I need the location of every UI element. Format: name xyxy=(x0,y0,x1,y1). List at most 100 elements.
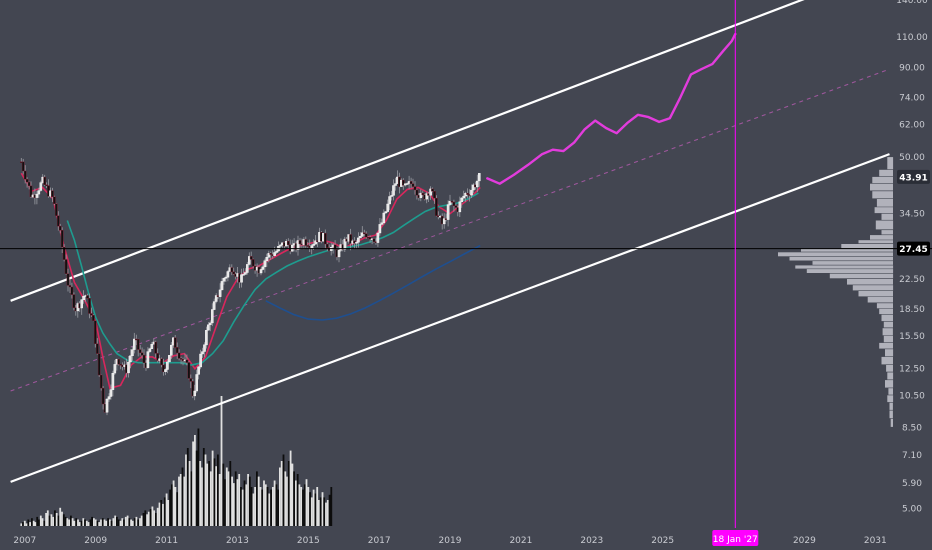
candle-body xyxy=(92,315,95,321)
time-tick-label: 2007 xyxy=(13,536,36,546)
volume-profile xyxy=(778,157,894,427)
volume-bar xyxy=(144,510,147,526)
profile-bar xyxy=(886,365,893,372)
volume-bar xyxy=(273,480,276,526)
ma-slow-line xyxy=(265,244,481,321)
candle-body xyxy=(392,185,395,196)
volume-bar xyxy=(70,515,72,526)
price-projection[interactable] xyxy=(486,32,737,185)
candle-body xyxy=(88,298,91,314)
volume-bar xyxy=(199,461,202,526)
candle-body xyxy=(405,183,409,185)
volume-bar xyxy=(243,480,246,526)
candle-body xyxy=(55,203,58,216)
candle-body xyxy=(226,271,230,278)
volume-bar xyxy=(101,518,104,526)
candle-body xyxy=(312,243,315,246)
candle-body xyxy=(230,267,234,273)
volume-bar xyxy=(282,454,285,526)
volume-bar xyxy=(220,396,223,526)
candle-body xyxy=(263,260,267,268)
candle-body xyxy=(146,351,150,368)
volume-bar xyxy=(110,520,113,526)
volume-bar xyxy=(183,476,186,526)
price-candles xyxy=(20,158,481,416)
volume-bar xyxy=(256,471,258,526)
profile-bar xyxy=(875,220,894,230)
candle-body xyxy=(261,266,265,270)
last-price-label: 43.91 xyxy=(899,173,927,183)
candle-body xyxy=(478,173,481,182)
candle-body xyxy=(247,256,251,265)
price-levels[interactable] xyxy=(0,0,932,528)
time-tick-label: 2015 xyxy=(297,536,320,546)
volume-bar xyxy=(213,458,216,526)
candle-body xyxy=(136,339,140,350)
candle-body xyxy=(304,239,308,246)
volume-bar xyxy=(318,500,320,526)
candle-body xyxy=(72,294,76,308)
volume-bar xyxy=(264,484,267,526)
volume-bar xyxy=(190,471,193,526)
candle-body xyxy=(86,295,89,299)
candle-body xyxy=(131,349,134,357)
candle-body xyxy=(376,232,380,243)
volume-bar xyxy=(137,519,140,526)
volume-bar xyxy=(289,450,292,526)
profile-bar xyxy=(883,335,893,343)
volume-bar xyxy=(52,516,55,526)
volume-bar xyxy=(22,522,24,526)
candle-body xyxy=(378,224,382,234)
volume-bar xyxy=(174,487,177,526)
time-axis[interactable]: 2007 2009 2011 2013 2015 2017 2019 2021 2023 2025… xyxy=(13,530,887,546)
candle-body xyxy=(168,355,171,363)
candle-body xyxy=(415,189,419,196)
price-axis[interactable]: 140.00 110.00 90.00 74.00 62.00 50.00 34.50 22.… xyxy=(896,0,930,515)
profile-bar xyxy=(789,256,893,261)
volume-bar xyxy=(100,519,102,526)
volume-bar xyxy=(209,471,212,526)
profile-bar xyxy=(879,308,893,315)
projection-line[interactable] xyxy=(486,32,737,185)
profile-bar xyxy=(881,213,893,220)
volume-bar xyxy=(263,480,265,526)
volume-bar xyxy=(229,461,232,526)
profile-bar xyxy=(881,356,893,365)
volume-bar xyxy=(252,493,255,526)
volume-bar xyxy=(139,518,141,526)
volume-bar xyxy=(319,497,322,526)
candle-body xyxy=(195,374,199,392)
volume-bar xyxy=(307,487,310,526)
volume-bar xyxy=(91,516,93,526)
volume-bar xyxy=(133,518,136,526)
profile-bar xyxy=(885,380,894,388)
profile-bar xyxy=(858,291,893,297)
candle-body xyxy=(380,222,384,225)
time-tick-label: 2023 xyxy=(580,536,603,546)
candle-body xyxy=(23,170,27,180)
profile-bar xyxy=(889,410,893,419)
candle-body xyxy=(310,245,314,248)
volume-bar xyxy=(123,519,125,526)
time-tick-label: 2017 xyxy=(368,536,391,546)
candle-body xyxy=(140,352,144,356)
volume-bar xyxy=(71,518,74,526)
volume-bar xyxy=(38,519,40,526)
candle-body xyxy=(117,359,120,365)
channel-lower-line[interactable] xyxy=(10,153,890,483)
candle-body xyxy=(448,200,452,205)
candle-body xyxy=(409,181,413,184)
volume-bar xyxy=(171,484,173,526)
volume-bar xyxy=(167,500,170,526)
volume-bar xyxy=(314,493,317,526)
candle-body xyxy=(150,344,154,349)
volume-bar xyxy=(61,511,63,526)
candle-body xyxy=(287,240,290,245)
volume-bar xyxy=(105,520,108,526)
volume-bar xyxy=(215,466,218,526)
candle-body xyxy=(450,200,454,203)
volume-bar xyxy=(286,476,288,526)
channel-midline[interactable] xyxy=(10,68,890,392)
volume-bar xyxy=(272,487,274,526)
